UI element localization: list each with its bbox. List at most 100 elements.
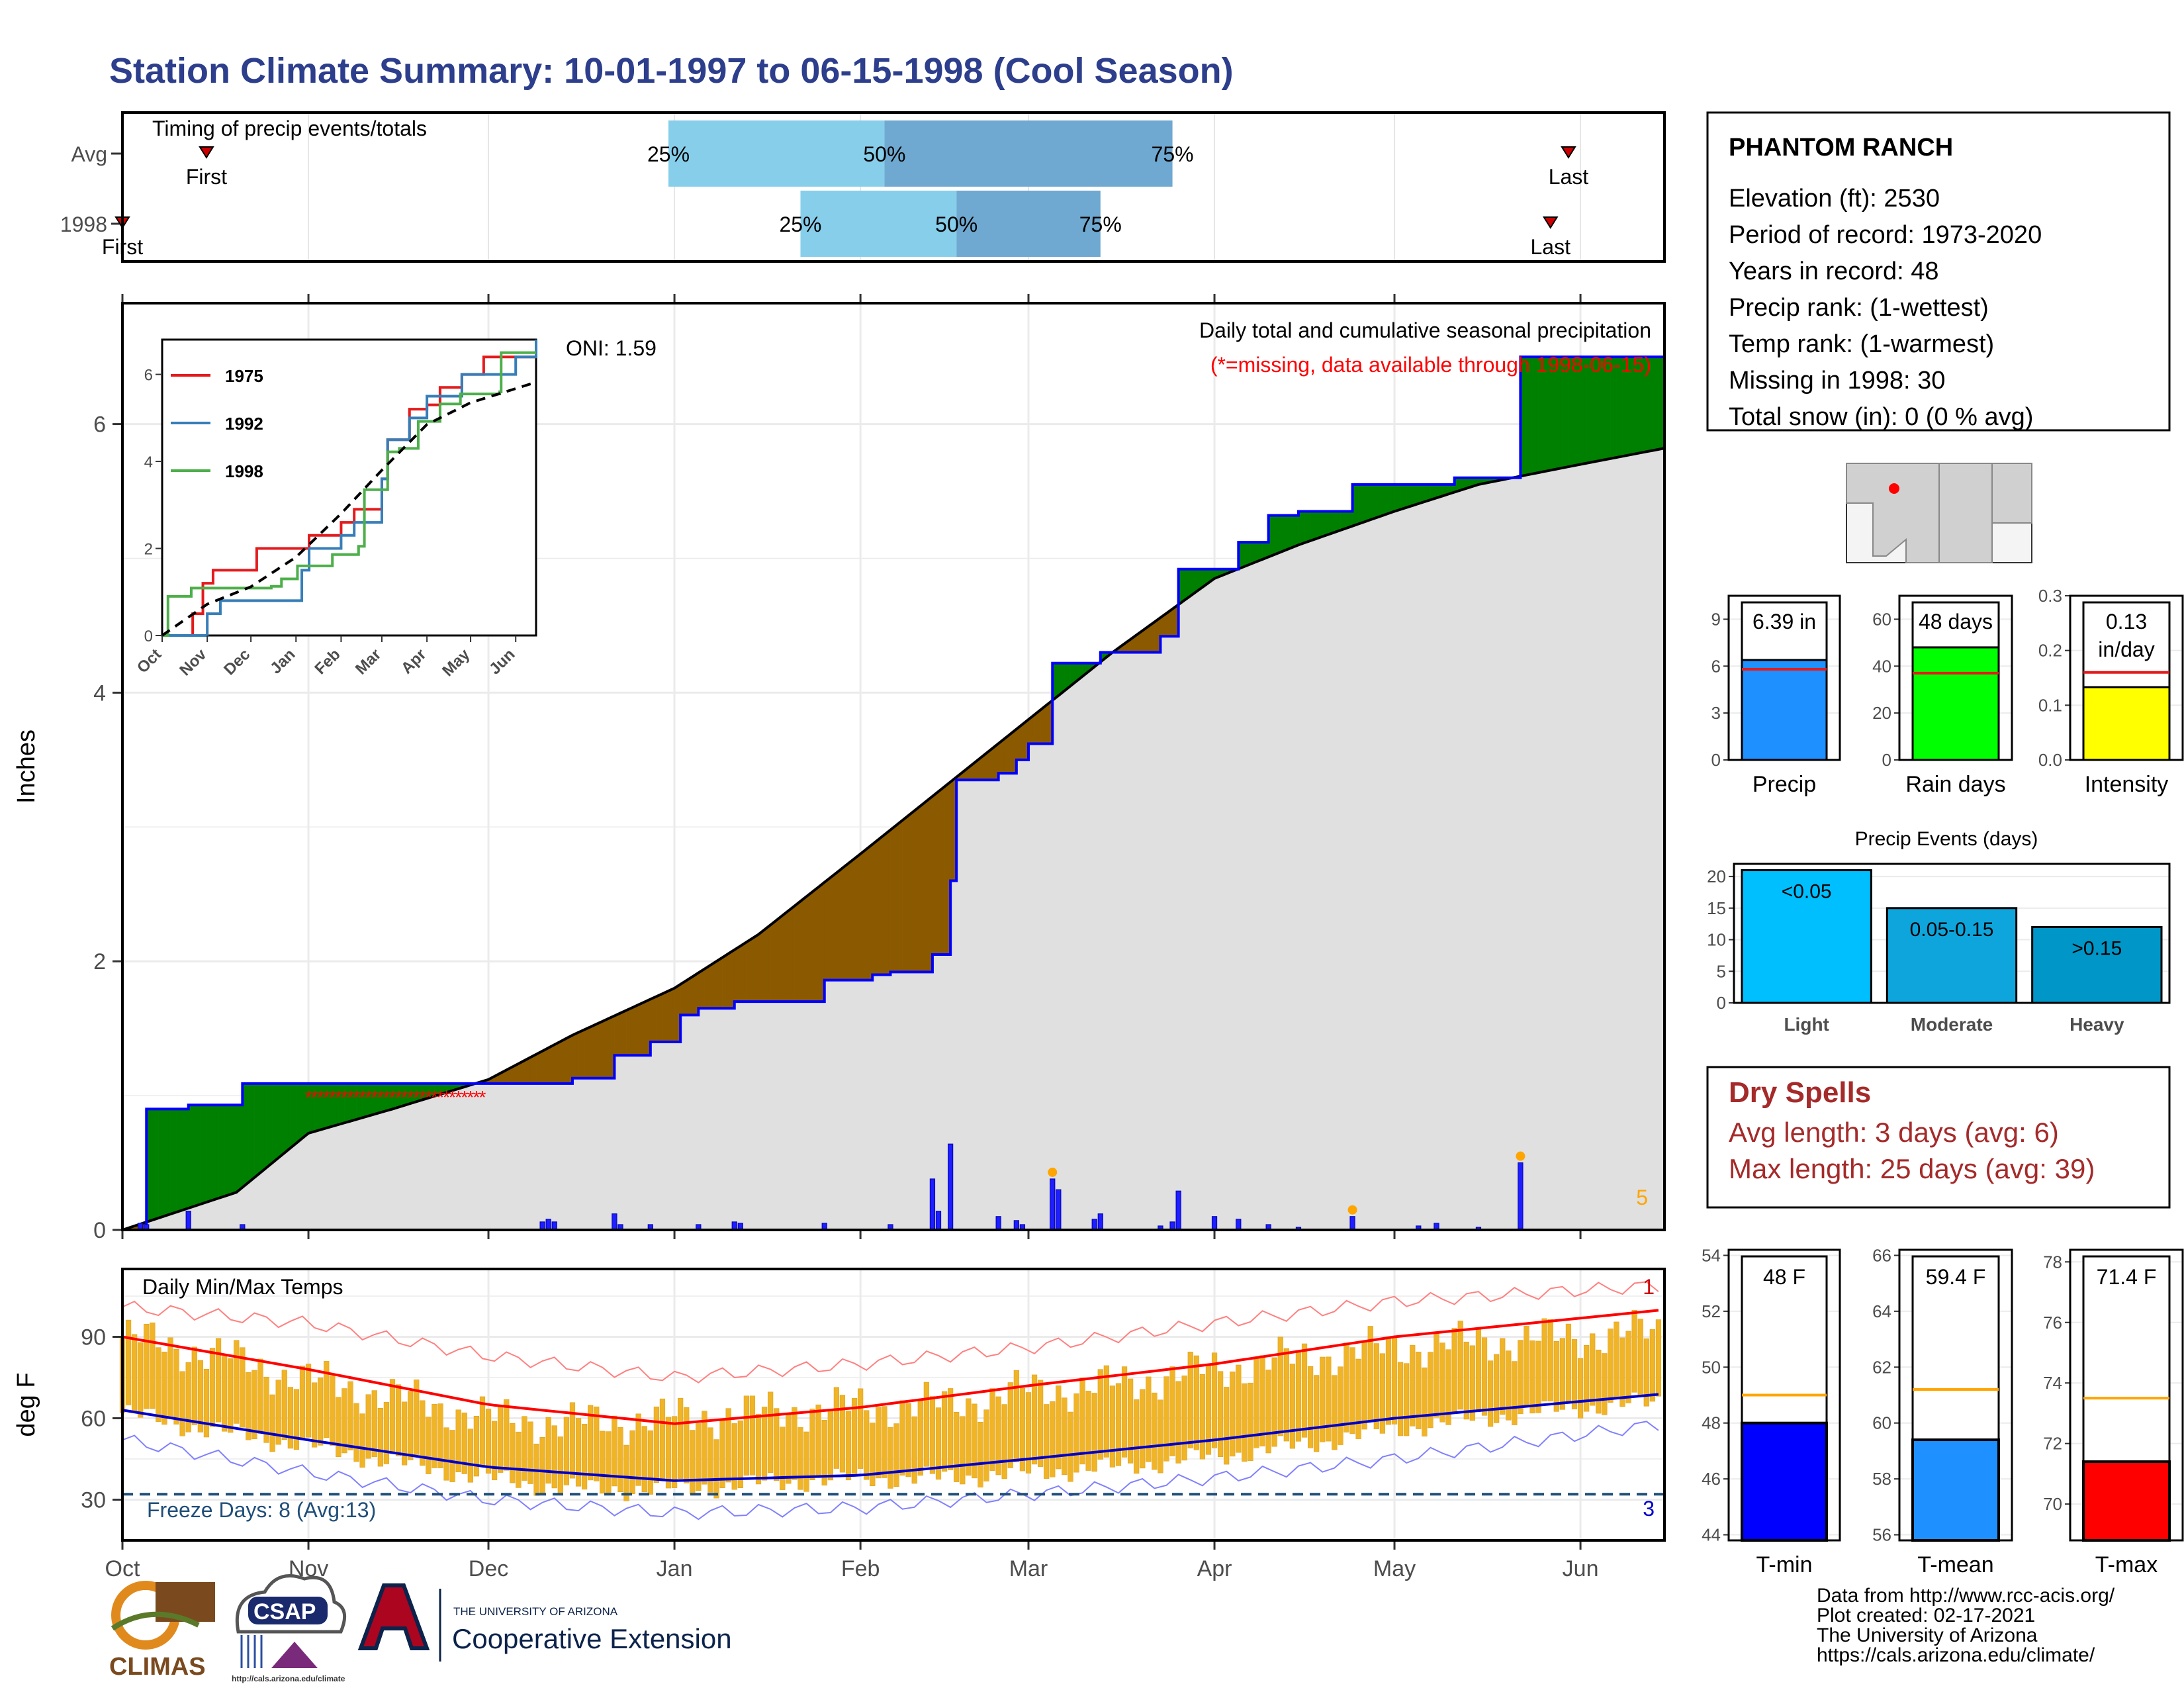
daily-temp-range-bar	[1571, 1338, 1578, 1409]
below-average-band	[842, 863, 849, 980]
stat-bar-Rain days	[1911, 646, 2000, 761]
daily-temp-range-bar	[1079, 1378, 1085, 1465]
daily-temp-range-bar	[882, 1406, 887, 1478]
below-average-band	[752, 934, 759, 1002]
daily-temp-range-bar	[1211, 1352, 1218, 1448]
daily-temp-range-bar	[414, 1380, 420, 1455]
daily-temp-range-bar	[455, 1409, 461, 1473]
events-category-label: Moderate	[1911, 1014, 1993, 1035]
daily-temp-range-bar	[1248, 1382, 1253, 1461]
daily-temp-range-bar	[1134, 1399, 1140, 1474]
stat-label: Precip	[1752, 772, 1816, 797]
events-category-label: Heavy	[2070, 1014, 2124, 1035]
daily-temp-range-bar	[1025, 1392, 1032, 1474]
daily-temp-range-bar	[330, 1375, 336, 1446]
below-average-band	[716, 957, 723, 1009]
daily-temp-range-bar	[983, 1409, 989, 1481]
below-average-band	[560, 1038, 567, 1084]
daily-temp-range-bar	[989, 1388, 995, 1471]
daily-temp-range-bar	[1397, 1362, 1404, 1436]
daily-temp-range-bar	[287, 1387, 293, 1449]
timing-q25-label: 25%	[779, 212, 821, 236]
above-average-band	[1274, 515, 1281, 555]
precip-stats-panel: 0 3 6 9 6.39 in Precip 0 20 40 60 48 days Rain days…	[1711, 586, 2184, 797]
missing-day-marker: *	[413, 1087, 420, 1107]
daily-temp-range-bar	[467, 1429, 473, 1483]
daily-temp-range-bar	[786, 1414, 792, 1484]
below-average-band	[596, 1021, 603, 1078]
timing-bar-lower	[668, 120, 885, 187]
events-bar-heavy	[2031, 925, 2163, 1004]
daily-temp-range-bar	[1001, 1404, 1007, 1479]
daily-precip-bar	[1349, 1216, 1355, 1231]
daily-temp-range-bar	[516, 1431, 522, 1488]
daily-temp-range-bar	[941, 1391, 948, 1472]
below-average-band	[806, 891, 813, 1002]
footer-line-2: Plot created: 02-17-2021	[1817, 1605, 2035, 1626]
daily-precip-bar	[545, 1219, 551, 1231]
above-average-band	[152, 1109, 159, 1221]
last-event-label: Last	[1549, 165, 1589, 189]
daily-temp-range-bar	[228, 1358, 234, 1433]
events-title: Precip Events (days)	[1855, 828, 2038, 850]
station-info-line: Temp rank: (1-warmest)	[1729, 330, 1994, 358]
above-average-band	[158, 1109, 165, 1219]
daily-temp-range-bar	[1577, 1358, 1584, 1419]
temp-x-tick-label: Oct	[105, 1556, 140, 1581]
inset-y-tick-label: 6	[144, 367, 153, 385]
dry-spells-box: Dry Spells Avg length: 3 days (avg: 6) M…	[1706, 1066, 2171, 1209]
missing-day-marker: *	[329, 1087, 336, 1107]
events-y-tick-label: 10	[1707, 930, 1726, 950]
below-average-band	[602, 1018, 609, 1078]
above-average-band	[278, 1083, 285, 1158]
timing-frame	[121, 111, 1666, 263]
daily-temp-range-bar	[1547, 1319, 1553, 1401]
first-event-marker	[199, 146, 214, 159]
above-average-band	[218, 1105, 225, 1199]
stat-y-tick-label: 0.3	[2038, 586, 2062, 606]
below-average-band	[656, 993, 663, 1043]
daily-temp-range-bar	[305, 1364, 312, 1438]
stat-y-tick-label: 60	[1872, 609, 1891, 629]
daily-temp-range-bar	[893, 1423, 899, 1487]
below-average-band	[782, 910, 789, 1002]
daily-temp-range-bar	[1463, 1341, 1469, 1420]
temp-x-tick-label: Apr	[1197, 1556, 1232, 1581]
daily-temp-range-bar	[702, 1411, 707, 1485]
daily-temp-range-bar	[641, 1426, 647, 1493]
missing-day-marker: *	[425, 1087, 432, 1107]
timing-row-label: Avg	[71, 142, 107, 166]
below-average-band	[734, 945, 741, 1002]
events-y-tick-label: 0	[1717, 993, 1726, 1013]
footer-line-3: The University of Arizona	[1817, 1624, 2038, 1646]
daily-temp-range-bar	[743, 1395, 749, 1476]
below-average-band	[620, 1009, 627, 1056]
daily-temp-range-bar	[485, 1409, 492, 1474]
tstat-bar-T-max	[2082, 1460, 2171, 1542]
inset-y-tick-label: 0	[144, 628, 153, 645]
daily-temp-range-bar	[845, 1411, 852, 1481]
above-average-band	[248, 1083, 255, 1183]
daily-precip-bar	[1056, 1189, 1062, 1231]
tstat-y-tick-label: 46	[1702, 1469, 1721, 1489]
below-average-band	[920, 800, 927, 972]
timing-q75-label: 75%	[1079, 212, 1122, 236]
location-map	[1846, 463, 2032, 563]
below-average-band	[1040, 704, 1047, 744]
events-bar-label: <0.05	[1782, 881, 1832, 903]
daily-temp-range-bar	[623, 1444, 629, 1501]
daily-temp-range-bar	[635, 1413, 641, 1486]
tstat-y-tick-label: 72	[2043, 1434, 2062, 1454]
stat-y-tick-label: 0.2	[2038, 641, 2062, 661]
tstat-y-tick-label: 62	[1872, 1357, 1891, 1377]
tstat-bar-T-min	[1741, 1421, 1828, 1542]
daily-temp-range-bar	[1073, 1393, 1079, 1473]
timing-bar-upper	[956, 191, 1101, 257]
daily-temp-range-bar	[588, 1405, 594, 1481]
daily-temp-range-bar	[377, 1408, 383, 1467]
tstat-value-text: 48 F	[1763, 1265, 1805, 1289]
missing-day-marker: *	[317, 1087, 324, 1107]
below-average-band	[776, 915, 783, 1002]
missing-day-marker: *	[383, 1087, 390, 1107]
